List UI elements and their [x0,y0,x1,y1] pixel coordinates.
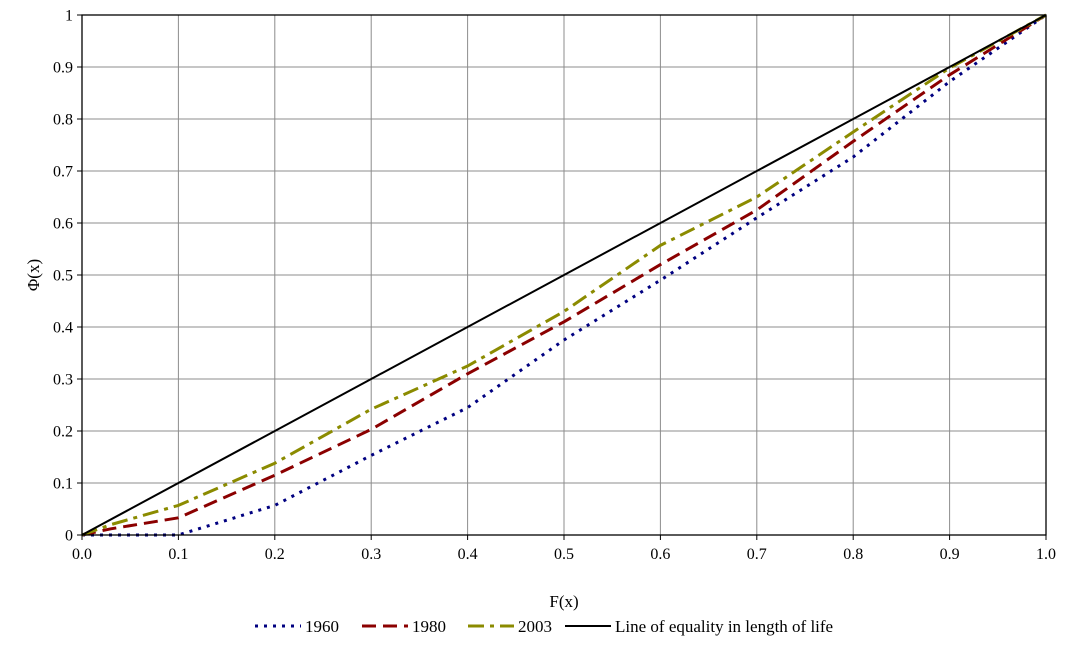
y-axis-ticks: 0 0.1 0.2 0.3 0.4 0.5 0.6 0.7 0.8 0.9 1 [53,8,82,545]
y-tick-label: 0.9 [53,60,73,77]
x-tick-label: 0.5 [554,546,574,563]
series-line-1980 [81,13,1047,537]
y-tick-label: 0.6 [53,216,73,233]
x-tick-label: 0.2 [265,546,285,563]
y-tick-label: 0.4 [53,320,73,337]
y-tick-label: 0.8 [53,112,73,129]
y-tick-label: 1 [65,8,73,25]
x-tick-label: 1.0 [1036,546,1056,563]
series-lines [81,13,1047,537]
legend-label: 1960 [305,617,339,636]
x-tick-label: 0.0 [72,546,92,563]
legend-label: 2003 [518,617,552,636]
x-axis-label: F(x) [549,592,578,611]
y-tick-label: 0.3 [53,372,73,389]
x-tick-label: 0.3 [361,546,381,563]
y-tick-label: 0.1 [53,476,73,493]
series-line-1960 [82,13,1047,537]
legend-label: 1980 [412,617,446,636]
x-axis-ticks: 0.0 0.1 0.2 0.3 0.4 0.5 0.6 0.7 0.8 0.9 1.0 [72,535,1056,563]
y-tick-label: 0.7 [53,164,73,181]
y-tick-label: 0.2 [53,424,73,441]
x-tick-label: 0.8 [843,546,863,563]
y-tick-label: 0 [65,528,73,545]
x-tick-label: 0.6 [650,546,670,563]
series-line-2003 [81,13,1047,537]
x-tick-label: 0.4 [458,546,478,563]
legend: 1960 1980 2003 Line of equality in length o… [255,617,833,636]
legend-label: Line of equality in length of life [615,617,833,636]
x-tick-label: 0.9 [940,546,960,563]
y-tick-label: 0.5 [53,268,73,285]
series-line-line [81,14,1047,536]
x-tick-label: 0.1 [168,546,188,563]
y-axis-label: Φ(x) [24,259,43,291]
x-tick-label: 0.7 [747,546,767,563]
